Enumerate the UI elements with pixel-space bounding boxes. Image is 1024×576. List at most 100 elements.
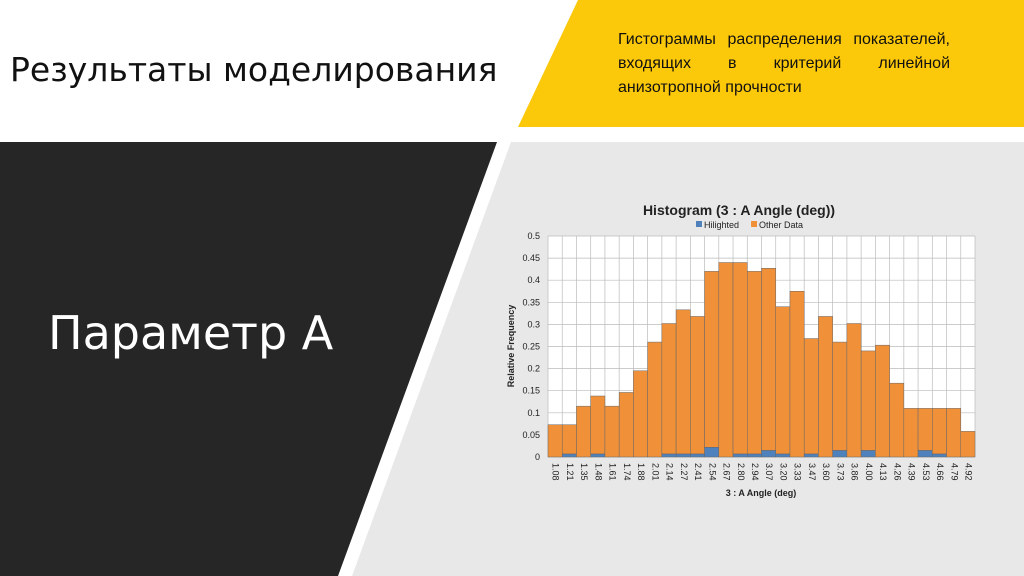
bar-segment: [818, 316, 833, 458]
bar-segment: [747, 453, 762, 458]
bar-segment: [803, 338, 819, 455]
x-tick-label: 4.92: [964, 463, 974, 481]
x-axis-title: 3 : A Angle (deg): [726, 488, 797, 498]
x-tick-label: 3.73: [835, 463, 845, 481]
bar-segment: [775, 453, 791, 458]
x-tick-label: 3.33: [793, 463, 803, 481]
y-tick-label: 0.1: [527, 408, 540, 418]
x-tick-label: 2.41: [693, 463, 703, 481]
bar-segment: [960, 431, 976, 458]
bar-segment: [875, 344, 890, 458]
bar-segment: [561, 453, 577, 458]
x-tick-label: 1.88: [636, 463, 646, 481]
x-tick-label: 4.13: [878, 463, 888, 481]
y-axis-title: Relative Frequency: [506, 305, 516, 388]
bar-segment: [946, 408, 962, 458]
dark-panel: [0, 142, 497, 576]
x-tick-label: 3.60: [821, 463, 831, 481]
x-tick-label: 4.39: [907, 463, 917, 481]
bar-segment: [576, 405, 591, 458]
x-tick-label: 1.48: [593, 463, 603, 481]
bar-segment: [747, 271, 762, 455]
x-tick-label: 4.66: [935, 463, 945, 481]
chart: 0 0.05 0.1 0.15 0.2 0.25 0.3 0.35 0.4 0.45 0.5 1.08…: [506, 202, 976, 498]
bar-segment: [917, 450, 933, 458]
x-tick-label: 1.21: [565, 463, 575, 481]
bar-segment: [789, 291, 805, 458]
y-tick-label: 0.15: [522, 386, 540, 396]
bar-segment: [732, 262, 748, 455]
bar-segment: [590, 395, 606, 455]
bar-segment: [889, 382, 905, 458]
bar-segment: [917, 408, 933, 451]
legend-swatch: [696, 221, 702, 227]
x-tick-label: 2.80: [736, 463, 746, 481]
bar-segment: [718, 262, 734, 458]
bar-segment: [633, 370, 648, 458]
x-tick-label: 1.08: [551, 463, 561, 481]
bar-segment: [690, 453, 705, 458]
x-tick-label: 4.79: [949, 463, 959, 481]
y-tick-label: 0.45: [522, 253, 540, 263]
chart-title: Histogram (3 : A Angle (deg)): [643, 202, 835, 218]
bar-segment: [547, 424, 563, 458]
bar-segment: [832, 341, 848, 451]
bar-segment: [604, 405, 620, 458]
bar-segment: [732, 453, 748, 458]
bar-segment: [860, 450, 876, 458]
x-tick-label: 2.01: [650, 463, 660, 481]
bar-segment: [903, 408, 919, 458]
legend-label: Hilighted: [704, 220, 739, 230]
bar-segment: [932, 453, 947, 458]
x-tick-label: 2.67: [722, 463, 732, 481]
yellow-band: [518, 0, 1024, 127]
bar-segment: [661, 323, 677, 455]
y-tick-label: 0.2: [527, 364, 540, 374]
bar-segment: [675, 453, 691, 458]
y-tick-label: 0.05: [522, 430, 540, 440]
x-tick-label: 2.54: [707, 463, 717, 481]
bar-segment: [661, 453, 677, 458]
y-tick-label: 0.5: [527, 231, 540, 241]
bar-segment: [775, 306, 791, 455]
y-tick-label: 0: [535, 452, 540, 462]
x-tick-label: 1.74: [622, 463, 632, 481]
x-tick-label: 4.53: [921, 463, 931, 481]
x-tick-label: 3.20: [778, 463, 788, 481]
y-tick-label: 0.3: [527, 319, 540, 329]
bar-segment: [704, 271, 720, 448]
x-tick-label: 1.35: [579, 463, 589, 481]
x-tick-label: 3.47: [807, 463, 817, 481]
x-tick-label: 4.26: [892, 463, 902, 481]
x-tick-label: 4.00: [864, 463, 874, 481]
slide-subtitle: Параметр А: [48, 306, 334, 360]
slide-title: Результаты моделирования: [10, 50, 498, 89]
bar-segment: [860, 350, 876, 451]
bar-segment: [690, 316, 705, 455]
x-tick-label: 3.07: [764, 463, 774, 481]
y-tick-label: 0.25: [522, 342, 540, 352]
y-tick-label: 0.4: [527, 275, 540, 285]
bar-segment: [561, 424, 577, 455]
x-tick-label: 1.61: [608, 463, 618, 481]
y-tick-label: 0.35: [522, 297, 540, 307]
slide-note: Гистограммы распределения показателей, в…: [618, 31, 950, 96]
x-tick-label: 3.86: [850, 463, 860, 481]
bar-segment: [761, 450, 776, 458]
bar-segment: [846, 323, 862, 458]
bar-segment: [647, 341, 663, 458]
x-tick-label: 2.27: [679, 463, 689, 481]
x-tick-label: 2.94: [750, 463, 760, 481]
bar-segment: [761, 268, 776, 451]
bar-segment: [803, 453, 819, 458]
bar-segment: [675, 309, 691, 455]
bar-segment: [932, 408, 947, 455]
bar-segment: [704, 447, 720, 458]
legend-swatch: [751, 221, 758, 227]
bar-segment: [832, 450, 848, 458]
legend-label: Other Data: [759, 220, 803, 230]
bar-segment: [590, 453, 606, 458]
x-tick-label: 2.14: [665, 463, 675, 481]
